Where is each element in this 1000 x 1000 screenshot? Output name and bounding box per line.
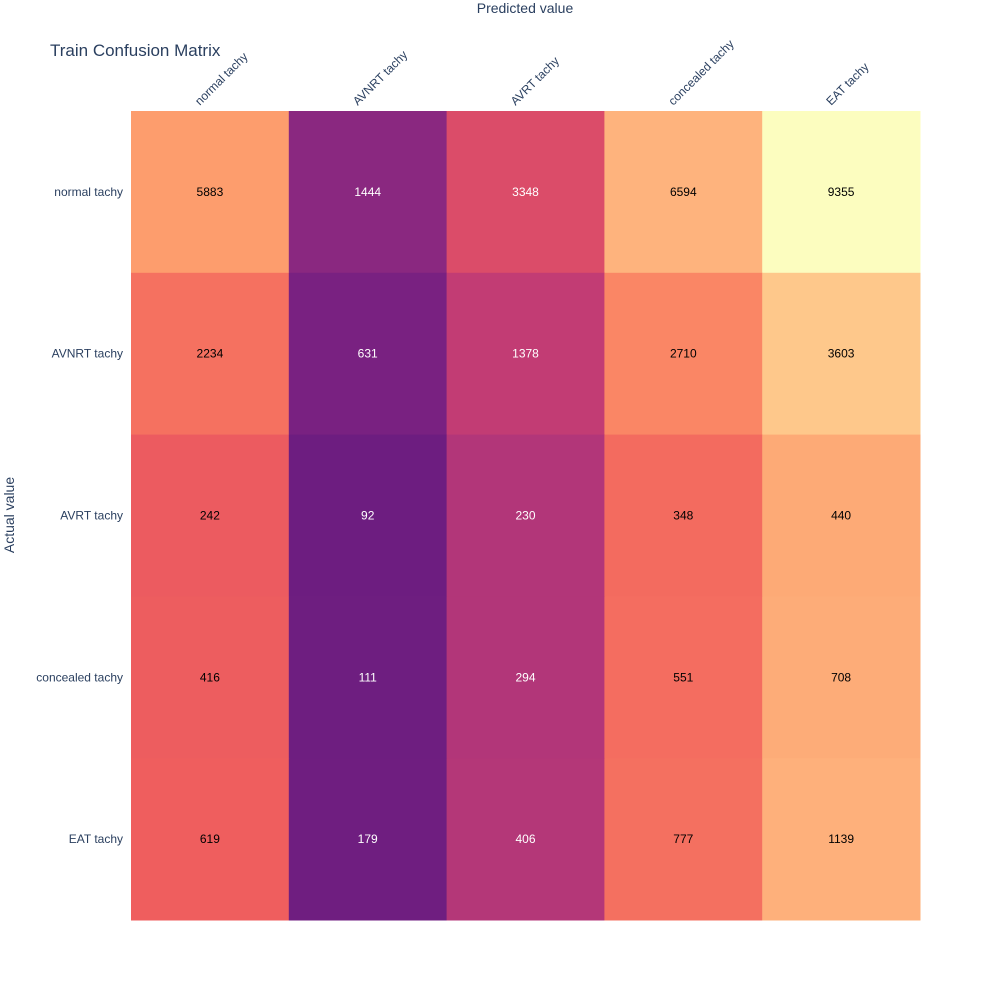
heatmap-cell	[131, 434, 290, 597]
heatmap-cell	[131, 758, 290, 921]
heatmap-cell	[762, 111, 921, 274]
heatmap-cell	[131, 272, 290, 436]
heatmap-cell-labels: 5883 1444 3348 6594 9355 2234 631 1378 2710 3603 2…	[197, 185, 855, 846]
y-axis-title: Actual value	[1, 477, 17, 553]
cell-value-label: 1444	[354, 185, 381, 199]
y-tick-label: AVNRT tachy	[52, 347, 123, 361]
heatmap-cell	[604, 111, 763, 274]
cell-value-label: 6594	[670, 185, 697, 199]
x-tick-label: AVRT tachy	[508, 54, 562, 108]
heatmap-cell	[604, 434, 763, 597]
heatmap-cell	[288, 758, 448, 921]
heatmap-cell	[288, 434, 448, 597]
cell-value-label: 551	[673, 670, 693, 684]
heatmap-cell	[446, 272, 605, 436]
chart-title: Train Confusion Matrix	[50, 41, 221, 60]
heatmap-cell	[131, 111, 290, 274]
heatmap-cell	[288, 596, 448, 759]
cell-value-label: 294	[515, 670, 535, 684]
cell-value-label: 619	[200, 832, 220, 846]
x-axis-ticks: normal tachy AVNRT tachy AVRT tachy conceal…	[192, 37, 871, 108]
y-tick-label: EAT tachy	[69, 832, 123, 846]
heatmap-cell	[604, 758, 763, 921]
cell-value-label: 9355	[828, 185, 855, 199]
x-tick-label: concealed tachy	[666, 37, 737, 108]
heatmap-cell	[288, 111, 448, 274]
heatmap-cell	[131, 596, 290, 759]
x-tick-label: EAT tachy	[823, 60, 871, 108]
heatmap-cell	[604, 272, 763, 436]
cell-value-label: 1139	[828, 832, 854, 846]
heatmap-cell	[288, 272, 448, 436]
cell-value-label: 348	[673, 509, 693, 523]
y-tick-label: AVRT tachy	[60, 509, 123, 523]
cell-value-label: 2710	[670, 347, 697, 361]
heatmap-cell	[762, 272, 921, 436]
cell-value-label: 777	[673, 832, 693, 846]
y-tick-label: concealed tachy	[36, 670, 123, 684]
x-tick-label: AVNRT tachy	[350, 48, 410, 108]
cell-value-label: 1378	[512, 347, 539, 361]
heatmap-cells	[131, 111, 921, 921]
x-axis-title: Predicted value	[477, 0, 574, 16]
cell-value-label: 230	[515, 509, 535, 523]
cell-value-label: 92	[361, 509, 375, 523]
heatmap-cell	[446, 434, 605, 597]
cell-value-label: 3348	[512, 185, 539, 199]
heatmap-cell	[762, 434, 921, 597]
cell-value-label: 111	[359, 670, 378, 684]
cell-value-label: 5883	[197, 185, 224, 199]
cell-value-label: 631	[358, 347, 378, 361]
heatmap-cell	[446, 596, 605, 759]
heatmap-cell	[604, 596, 763, 759]
cell-value-label: 440	[831, 509, 851, 523]
cell-value-label: 3603	[828, 347, 855, 361]
heatmap-cell	[446, 758, 605, 921]
cell-value-label: 416	[200, 670, 220, 684]
heatmap-cell	[446, 111, 605, 274]
heatmap-cell	[762, 758, 921, 921]
cell-value-label: 708	[831, 670, 851, 684]
y-axis-ticks: normal tachy AVNRT tachy AVRT tachy conceal…	[36, 185, 123, 846]
cell-value-label: 406	[515, 832, 535, 846]
cell-value-label: 179	[358, 832, 378, 846]
cell-value-label: 2234	[197, 347, 224, 361]
cell-value-label: 242	[200, 509, 220, 523]
heatmap-cell	[762, 596, 921, 759]
y-tick-label: normal tachy	[54, 185, 123, 199]
